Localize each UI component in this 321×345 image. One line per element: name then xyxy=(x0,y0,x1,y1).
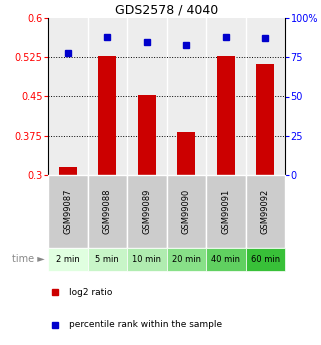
Bar xyxy=(167,18,206,175)
Text: GSM99088: GSM99088 xyxy=(103,189,112,234)
Text: GSM99087: GSM99087 xyxy=(63,189,72,234)
Bar xyxy=(127,248,167,271)
Bar xyxy=(217,56,235,175)
Bar xyxy=(48,18,88,175)
Text: 60 min: 60 min xyxy=(251,255,280,264)
Bar xyxy=(88,18,127,175)
Title: GDS2578 / 4040: GDS2578 / 4040 xyxy=(115,4,218,17)
Bar xyxy=(206,248,246,271)
Text: log2 ratio: log2 ratio xyxy=(69,288,113,297)
Bar xyxy=(206,18,246,175)
Bar xyxy=(48,175,88,248)
Bar xyxy=(178,131,195,175)
Bar xyxy=(246,248,285,271)
Bar xyxy=(98,56,116,175)
Bar xyxy=(206,175,246,248)
Bar xyxy=(246,175,285,248)
Text: percentile rank within the sample: percentile rank within the sample xyxy=(69,320,222,329)
Text: 2 min: 2 min xyxy=(56,255,80,264)
Bar xyxy=(88,248,127,271)
Bar xyxy=(88,175,127,248)
Bar xyxy=(138,96,156,175)
Text: GSM99089: GSM99089 xyxy=(142,189,151,234)
Text: GSM99092: GSM99092 xyxy=(261,189,270,234)
Text: 5 min: 5 min xyxy=(95,255,119,264)
Text: 20 min: 20 min xyxy=(172,255,201,264)
Bar xyxy=(48,248,88,271)
Text: 40 min: 40 min xyxy=(211,255,240,264)
Bar xyxy=(167,175,206,248)
Text: time ►: time ► xyxy=(12,255,45,265)
Bar xyxy=(127,175,167,248)
Text: 10 min: 10 min xyxy=(132,255,161,264)
Bar xyxy=(256,63,274,175)
Bar xyxy=(246,18,285,175)
Bar xyxy=(167,248,206,271)
Text: GSM99091: GSM99091 xyxy=(221,189,230,234)
Bar xyxy=(59,167,77,175)
Bar xyxy=(127,18,167,175)
Text: GSM99090: GSM99090 xyxy=(182,189,191,234)
